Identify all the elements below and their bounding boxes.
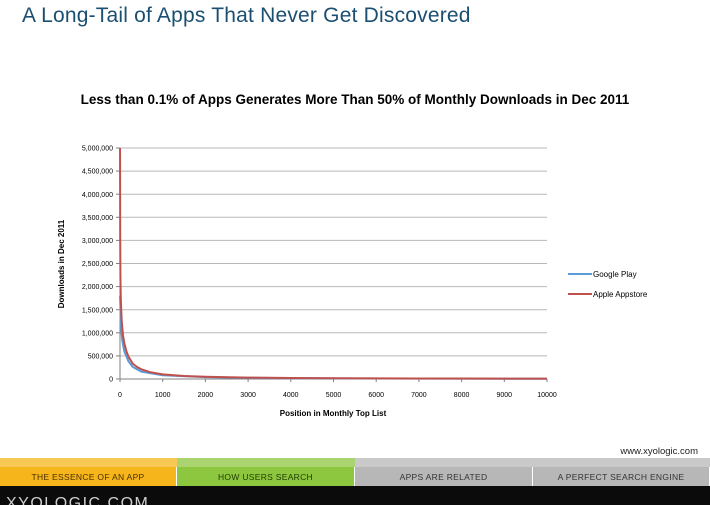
y-tick-label: 0 [109, 377, 113, 384]
chart-axes: 0 500,000 1,000,000 1,500,000 2,000,000 2,500… [82, 146, 557, 399]
series-line-apple-appstore [119, 147, 548, 380]
y-tick-label: 1,500,000 [82, 307, 113, 314]
x-tick-label: 8000 [454, 392, 470, 399]
footer-logo: XYOLOGIC.COM [6, 495, 150, 505]
x-tick-label: 5000 [326, 392, 342, 399]
downloads-line-chart: 0 500,000 1,000,000 1,500,000 2,000,000 2,500… [57, 146, 648, 418]
x-tick-label: 1000 [155, 392, 171, 399]
x-tick-label: 10000 [537, 392, 557, 399]
y-tick-label: 3,000,000 [82, 238, 113, 245]
slide-title: A Long-Tail of Apps That Never Get Disco… [22, 4, 471, 27]
y-tick-label: 5,000,000 [82, 146, 113, 153]
x-tick-label: 2000 [198, 392, 214, 399]
x-tick-label: 3000 [240, 392, 256, 399]
chart-legend: Google Play Apple Appstore [568, 270, 648, 299]
legend-label: Apple Appstore [593, 290, 648, 299]
nav-tab-the-essence-of-an-app[interactable]: THE ESSENCE OF AN APP [0, 467, 177, 486]
series-line-google-play [119, 295, 548, 380]
y-tick-label: 3,500,000 [82, 215, 113, 222]
x-tick-label: 9000 [497, 392, 513, 399]
chart-title: Less than 0.1% of Apps Generates More Th… [80, 92, 630, 107]
nav-tab-a-perfect-search-engine[interactable]: A PERFECT SEARCH ENGINE [533, 467, 710, 486]
x-tick-label: 4000 [283, 392, 299, 399]
footer-bar: XYOLOGIC.COM [0, 486, 710, 505]
chart-series [119, 147, 548, 380]
x-axis-label: Position in Monthly Top List [280, 409, 387, 418]
nav-strip-segment [177, 458, 355, 467]
nav-strip-segment [0, 458, 177, 467]
nav-strip-segment [355, 458, 533, 467]
y-tick-label: 4,500,000 [82, 169, 113, 176]
nav-tab-apps-are-related[interactable]: APPS ARE RELATED [355, 467, 533, 486]
x-tick-label: 0 [118, 392, 122, 399]
legend-label: Google Play [593, 270, 637, 279]
section-nav-bar: THE ESSENCE OF AN APP HOW USERS SEARCH APP… [0, 467, 710, 486]
y-tick-label: 2,500,000 [82, 261, 113, 268]
y-tick-label: 2,000,000 [82, 284, 113, 291]
nav-tab-how-users-search[interactable]: HOW USERS SEARCH [177, 467, 355, 486]
x-tick-label: 7000 [411, 392, 427, 399]
y-axis-label: Downloads in Dec 2011 [57, 219, 66, 308]
y-tick-label: 1,000,000 [82, 330, 113, 337]
nav-progress-strip [0, 458, 710, 467]
chart-gridlines [120, 147, 547, 357]
y-tick-label: 500,000 [88, 354, 113, 361]
nav-strip-segment [533, 458, 710, 467]
y-tick-label: 4,000,000 [82, 192, 113, 199]
x-tick-label: 6000 [368, 392, 384, 399]
credit-url: www.xyologic.com [620, 446, 698, 457]
